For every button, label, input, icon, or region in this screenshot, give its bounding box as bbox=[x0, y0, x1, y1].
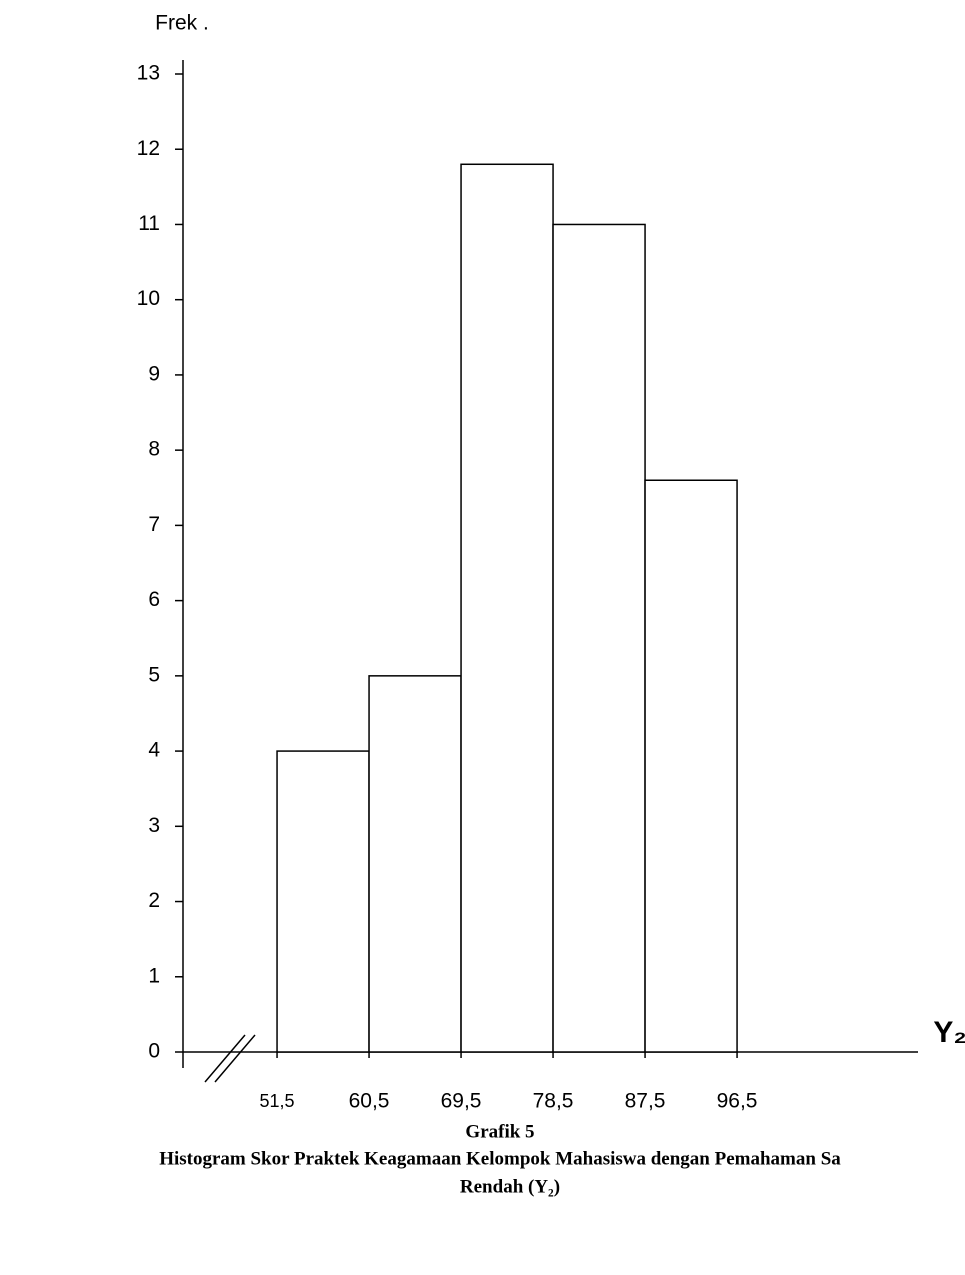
x-tick-label: 51,5 bbox=[260, 1091, 295, 1111]
y-tick-label: 10 bbox=[137, 287, 160, 310]
y-tick-label: 11 bbox=[138, 212, 160, 235]
y-tick-label: 7 bbox=[148, 513, 160, 536]
y-tick-label: 1 bbox=[148, 964, 160, 987]
y-axis-label: Frek . bbox=[155, 12, 209, 35]
y-tick-label: 2 bbox=[148, 889, 160, 912]
y-tick-label: 13 bbox=[137, 62, 160, 85]
y-tick-label: 3 bbox=[148, 814, 160, 837]
y-tick-label: 0 bbox=[148, 1040, 160, 1063]
y-tick-label: 12 bbox=[137, 137, 160, 160]
bar bbox=[461, 164, 553, 1052]
y-tick-label: 9 bbox=[148, 362, 160, 385]
bar bbox=[553, 224, 645, 1052]
x-tick-label: 78,5 bbox=[533, 1090, 574, 1113]
bar bbox=[369, 676, 461, 1052]
axis-break bbox=[205, 1035, 245, 1082]
bar bbox=[277, 751, 369, 1052]
x-tick-label: 96,5 bbox=[717, 1090, 758, 1113]
x-tick-label: 69,5 bbox=[441, 1090, 482, 1113]
caption-line: Rendah (Y₂) bbox=[460, 1176, 560, 1197]
y-tick-label: 4 bbox=[148, 739, 160, 762]
chart-title: Grafik 5 bbox=[465, 1121, 534, 1142]
caption-line: Histogram Skor Praktek Keagamaan Kelompo… bbox=[159, 1148, 841, 1169]
y-tick-label: 5 bbox=[148, 663, 160, 686]
bar bbox=[645, 480, 737, 1052]
y-tick-label: 8 bbox=[148, 438, 160, 461]
chart: Frek . Y₂ Grafik 5 Histogram Skor Prakte… bbox=[0, 0, 965, 1270]
axis-break bbox=[215, 1035, 255, 1082]
page: {"chart_data": {"type": "histogram", "ti… bbox=[0, 0, 965, 1270]
y-tick-label: 6 bbox=[148, 588, 160, 611]
x-tick-label: 87,5 bbox=[625, 1090, 666, 1113]
x-tick-label: 60,5 bbox=[349, 1090, 390, 1113]
x-axis-label: Y₂ bbox=[933, 1016, 965, 1049]
